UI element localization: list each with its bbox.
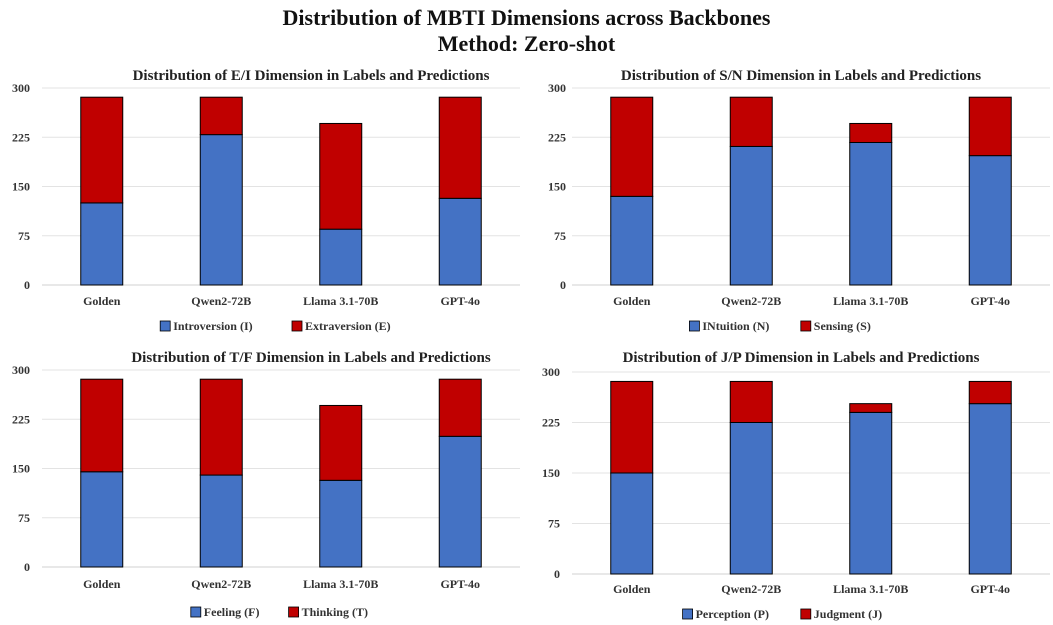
x-tick-label: Llama 3.1-70B <box>303 577 378 591</box>
legend-label: Introversion (I) <box>173 319 252 333</box>
x-tick-label: GPT-4o <box>440 577 480 591</box>
y-tick-label: 75 <box>18 229 30 243</box>
y-tick-label: 0 <box>560 278 566 292</box>
bar-top-qwen2-72b <box>729 380 773 423</box>
x-tick-label: Golden <box>83 577 121 591</box>
bar-top-qwen2-72b <box>729 96 773 147</box>
legend-swatch <box>288 606 300 618</box>
legend-swatch <box>689 320 700 332</box>
y-tick-label: 300 <box>542 365 560 379</box>
y-tick-label: 150 <box>12 180 30 194</box>
chart-panel-3: Distribution of T/F Dimension in Labels … <box>12 350 520 619</box>
y-tick-label: 300 <box>548 81 566 95</box>
x-tick-label: Qwen2-72B <box>191 294 251 308</box>
bar-bottom-gpt-4o <box>438 197 482 286</box>
bar-bottom-llama-3-1-70b <box>319 228 363 286</box>
x-tick-label: Golden <box>613 582 651 596</box>
bar-bottom-qwen2-72b <box>199 474 243 568</box>
bar-bottom-qwen2-72b <box>199 134 243 286</box>
bar-bottom-golden <box>80 202 124 286</box>
legend-swatch <box>682 608 693 620</box>
x-tick-label: GPT-4o <box>970 294 1010 308</box>
legend: INtuition (N) Sensing (S) <box>689 319 871 333</box>
legend-swatch <box>190 606 202 618</box>
legend-label: Feeling (F) <box>204 605 260 619</box>
legend-label: Extraversion (E) <box>305 319 391 333</box>
x-tick-label: GPT-4o <box>970 582 1010 596</box>
y-tick-label: 75 <box>548 517 560 531</box>
y-tick-label: 225 <box>12 130 30 144</box>
y-tick-label: 150 <box>542 466 560 480</box>
y-tick-label: 75 <box>18 511 30 525</box>
bar-bottom-golden <box>80 471 124 568</box>
y-tick-label: 150 <box>12 462 30 476</box>
main-subtitle: Method: Zero-shot <box>437 31 616 56</box>
bar-bottom-golden <box>610 472 654 575</box>
y-tick-label: 300 <box>12 81 30 95</box>
y-tick-label: 225 <box>12 412 30 426</box>
y-tick-label: 150 <box>548 180 566 194</box>
bar-top-qwen2-72b <box>199 378 243 476</box>
bar-bottom-golden <box>610 195 654 286</box>
bar-bottom-gpt-4o <box>968 403 1012 575</box>
y-tick-label: 0 <box>24 560 30 574</box>
x-tick-label: Qwen2-72B <box>191 577 251 591</box>
bar-top-golden <box>80 378 124 473</box>
legend: Feeling (F) Thinking (T) <box>190 605 368 619</box>
x-tick-label: Llama 3.1-70B <box>833 294 908 308</box>
bar-top-llama-3-1-70b <box>849 403 893 413</box>
chart-panel-2: Distribution of S/N Dimension in Labels … <box>548 68 1050 333</box>
chart-title: Distribution of E/I Dimension in Labels … <box>133 68 490 84</box>
legend: Perception (P) Judgment (J) <box>682 607 882 621</box>
bar-top-llama-3-1-70b <box>319 122 363 230</box>
x-tick-label: Llama 3.1-70B <box>303 294 378 308</box>
bar-top-gpt-4o <box>968 380 1012 405</box>
bar-bottom-llama-3-1-70b <box>319 479 363 568</box>
x-tick-label: Qwen2-72B <box>721 582 781 596</box>
legend-swatch <box>800 608 812 620</box>
legend-label: Sensing (S) <box>814 319 871 333</box>
bar-top-gpt-4o <box>968 96 1012 157</box>
y-tick-label: 0 <box>24 278 30 292</box>
y-tick-label: 300 <box>12 363 30 377</box>
bar-bottom-qwen2-72b <box>729 422 773 575</box>
bar-top-golden <box>610 380 654 474</box>
x-tick-label: Golden <box>613 294 651 308</box>
bar-top-llama-3-1-70b <box>319 404 363 481</box>
chart-title: Distribution of S/N Dimension in Labels … <box>621 68 981 84</box>
legend-swatch <box>800 320 812 332</box>
bar-bottom-llama-3-1-70b <box>849 411 893 575</box>
bar-top-golden <box>610 96 654 197</box>
bar-bottom-llama-3-1-70b <box>849 142 893 286</box>
y-tick-label: 0 <box>554 567 560 581</box>
chart-panel-4: Distribution of J/P Dimension in Labels … <box>542 350 1050 621</box>
bar-bottom-gpt-4o <box>438 435 482 568</box>
bar-top-gpt-4o <box>438 378 482 437</box>
bar-top-llama-3-1-70b <box>849 122 893 144</box>
bar-top-gpt-4o <box>438 96 482 199</box>
y-tick-label: 225 <box>548 130 566 144</box>
y-tick-label: 225 <box>542 416 560 430</box>
chart-title: Distribution of T/F Dimension in Labels … <box>131 350 491 366</box>
legend: Introversion (I) Extraversion (E) <box>159 319 391 333</box>
chart-panel-1: Distribution of E/I Dimension in Labels … <box>12 68 520 333</box>
bar-bottom-qwen2-72b <box>729 145 773 286</box>
bar-top-golden <box>80 96 124 204</box>
x-tick-label: Golden <box>83 294 121 308</box>
legend-label: Thinking (T) <box>302 605 368 619</box>
legend-label: INtuition (N) <box>702 319 769 333</box>
main-title: Distribution of MBTI Dimensions across B… <box>282 5 771 30</box>
x-tick-label: Llama 3.1-70B <box>833 582 908 596</box>
bar-bottom-gpt-4o <box>968 155 1012 286</box>
chart-title: Distribution of J/P Dimension in Labels … <box>623 350 980 366</box>
legend-swatch <box>159 320 171 332</box>
legend-label: Perception (P) <box>696 607 769 621</box>
legend-label: Judgment (J) <box>814 607 882 621</box>
legend-swatch <box>291 320 303 332</box>
y-tick-label: 75 <box>554 229 566 243</box>
x-tick-label: GPT-4o <box>440 294 480 308</box>
x-tick-label: Qwen2-72B <box>721 294 781 308</box>
bar-top-qwen2-72b <box>199 96 243 136</box>
